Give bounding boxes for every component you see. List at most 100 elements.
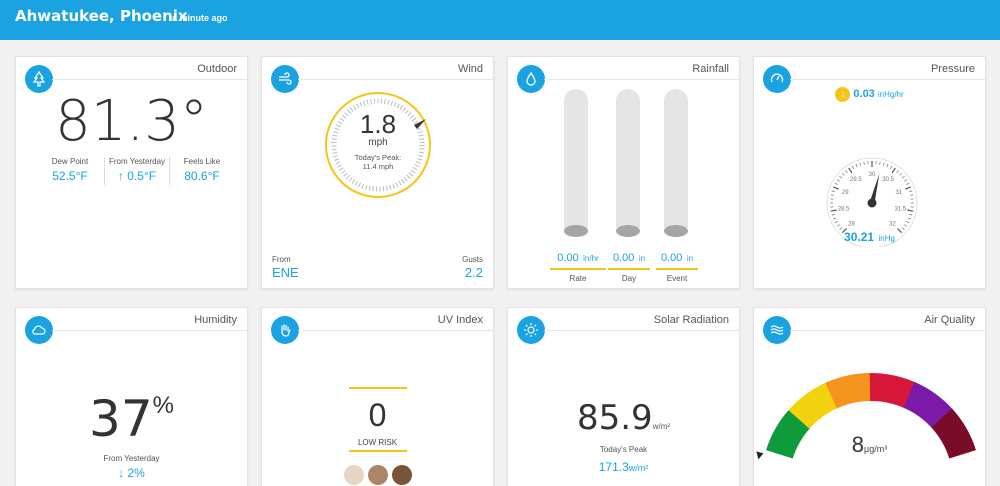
pressure-tick: [901, 176, 905, 179]
cloud-icon: [25, 316, 53, 344]
humidity-yesterday-value: 2%: [127, 466, 145, 480]
wind-title: Wind: [457, 63, 483, 75]
outdoor-card[interactable]: Outdoor 81.3° Dew Point 52.5°F From Yest…: [15, 56, 248, 289]
hand-icon: [271, 316, 299, 344]
sun-icon: [517, 316, 545, 344]
wind-from-label: From: [272, 255, 291, 264]
outdoor-temp: 81.3°: [55, 89, 208, 154]
pressure-needle: [869, 173, 880, 204]
from-yesterday-value: 0.5°F: [127, 169, 157, 183]
air-quality-segment: [903, 382, 954, 429]
pressure-tick: [910, 194, 914, 196]
solar-peak-label: Today's Peak: [599, 445, 648, 454]
rain-event: 0.00 in Event: [656, 248, 698, 283]
air-quality-card[interactable]: Air Quality 8µg/m³: [753, 307, 986, 486]
rain-day: 0.00 in Day: [608, 248, 650, 283]
solar-title: Solar Radiation: [653, 314, 729, 326]
air-quality-value: 8: [851, 432, 865, 457]
air-quality-pointer: [756, 451, 764, 460]
updated-time: a minute ago: [172, 13, 228, 23]
pressure-tick: [904, 224, 908, 227]
air-quality-segment: [931, 408, 976, 459]
wind-card[interactable]: Wind 1.8 mph Today's Peak: 11.4 mph From…: [261, 56, 494, 289]
pressure-gauge: 28 28.5 29 29.5 30 30.5 31 31.5 32: [826, 157, 918, 247]
dew-point-value: 52.5°F: [52, 169, 88, 183]
pressure-trend-unit: inHg/hr: [877, 90, 904, 99]
uv-card[interactable]: UV Index 0 LOW RISK: [261, 307, 494, 486]
solar-peak-value: 171.3: [598, 460, 629, 474]
air-quality-unit: µg/m³: [864, 444, 888, 454]
pressure-tick: [863, 161, 865, 165]
wind-gusts-value: 2.2: [464, 265, 483, 280]
pressure-needle-hub: [867, 198, 877, 208]
pressure-tick: [830, 209, 837, 212]
feels-like-label: Feels Like: [183, 157, 221, 166]
rainfall-card[interactable]: Rainfall 0.00 in/hr Rate 0.00 in Day 0.0…: [507, 56, 740, 289]
tree-icon: [25, 65, 53, 93]
feels-like-value: 80.6°F: [184, 169, 220, 183]
dew-point-label: Dew Point: [51, 157, 89, 166]
pressure-card[interactable]: Pressure ↓ 0.03 inHg/hr 28 28.5 29 29.5 30 30…: [753, 56, 986, 289]
humidity-card[interactable]: Humidity 37% From Yesterday ↓ 2%: [15, 307, 248, 486]
from-yesterday-label: From Yesterday: [108, 157, 166, 166]
pressure-tick-label: 30: [869, 172, 876, 178]
rain-rate: 0.00 in/hr Rate: [550, 248, 606, 283]
pressure-tick-label: 30.5: [882, 177, 894, 183]
pressure-tick: [906, 221, 910, 224]
wind-peak-label: Today's Peak:: [354, 153, 402, 162]
pressure-tick: [848, 167, 853, 174]
pressure-tick-label: 28: [848, 222, 855, 228]
pressure-tick-label: 29: [842, 190, 849, 196]
pressure-tick: [859, 162, 861, 166]
rainfall-title: Rainfall: [692, 63, 729, 75]
pressure-tick: [841, 228, 847, 234]
pressure-value: 30.21: [844, 230, 875, 244]
trend-down-icon: ↓: [835, 87, 851, 102]
pressure-tick: [897, 228, 903, 234]
rain-tube-day: [616, 89, 640, 237]
pressure-tick: [831, 190, 835, 192]
pressure-tick: [845, 170, 848, 174]
pressure-tick: [831, 214, 835, 216]
pressure-tick: [879, 161, 881, 165]
pressure-tick: [890, 165, 893, 169]
pressure-tick: [907, 209, 914, 212]
wind-icon: [271, 65, 299, 93]
pressure-tick: [904, 179, 908, 182]
pressure-tick: [834, 221, 838, 224]
wind-compass: [325, 92, 431, 198]
air-quality-gauge: [756, 373, 976, 460]
skin-tone-dark: [392, 465, 412, 485]
pressure-tick: [842, 173, 845, 176]
pressure-tick: [883, 162, 885, 166]
humidity-yesterday-label: From Yesterday: [103, 454, 160, 463]
humidity-value: 37: [89, 390, 153, 448]
wind-from-value: ENE: [272, 265, 299, 280]
pressure-tick: [891, 167, 896, 174]
air-quality-title: Air Quality: [924, 314, 975, 326]
uv-title: UV Index: [437, 314, 483, 326]
pressure-tick-label: 31.5: [895, 207, 907, 213]
wind-direction-arrow: [414, 119, 426, 129]
solar-card[interactable]: Solar Radiation 85.9w/m² Today's Peak 17…: [507, 307, 740, 486]
pressure-tick: [836, 179, 840, 182]
pressure-tick: [839, 227, 843, 230]
humidity-unit: %: [152, 392, 174, 419]
down-arrow-icon: ↓: [118, 466, 125, 480]
pressure-tick: [833, 217, 837, 220]
pressure-tick: [832, 186, 839, 190]
location-title[interactable]: Ahwatukee, Phoenix: [15, 7, 188, 25]
pressure-tick: [909, 214, 913, 216]
pressure-tick: [905, 186, 912, 190]
pressure-tick: [901, 227, 905, 230]
humidity-title: Humidity: [194, 314, 237, 326]
pressure-tick: [886, 164, 889, 168]
air-quality-segment: [825, 373, 873, 409]
wind-speed: 1.8: [359, 109, 397, 139]
solar-value: 85.9: [576, 398, 653, 438]
uv-risk: LOW RISK: [357, 438, 398, 447]
up-arrow-icon: ↑: [117, 169, 124, 183]
pressure-tick: [899, 173, 902, 176]
top-header: Ahwatukee, Phoenix a minute ago: [0, 0, 1000, 40]
rain-tube-event: [664, 89, 688, 237]
